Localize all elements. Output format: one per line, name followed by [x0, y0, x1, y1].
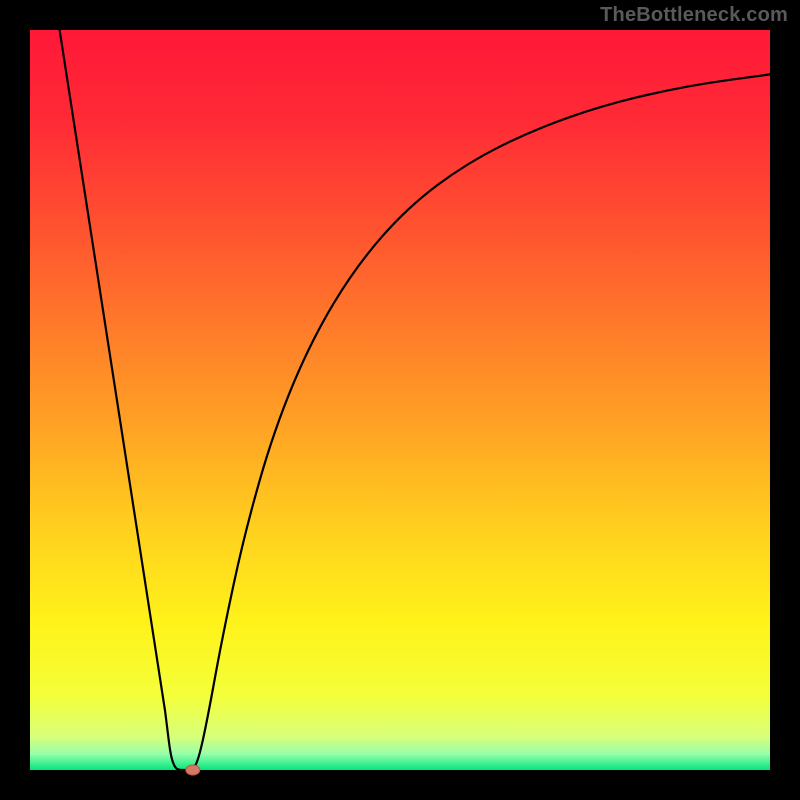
bottleneck-chart [0, 0, 800, 800]
chart-frame: TheBottleneck.com [0, 0, 800, 800]
watermark-text: TheBottleneck.com [600, 4, 788, 27]
